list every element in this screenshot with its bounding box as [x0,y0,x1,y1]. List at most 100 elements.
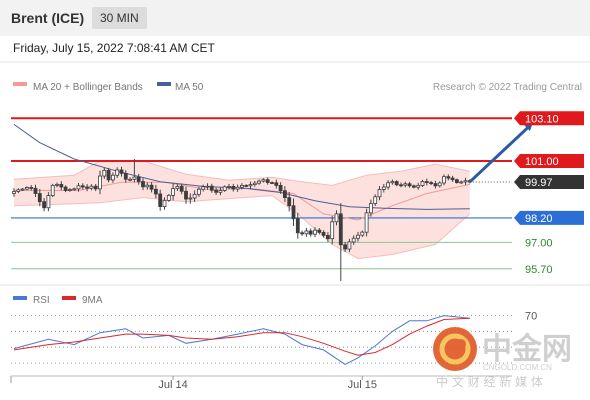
rsi-ma-line [13,317,470,356]
ma20-line [14,181,470,221]
candle [399,184,403,187]
candle [278,184,283,192]
candle [282,190,287,198]
candle [411,185,416,188]
watermark-ring-icon [439,333,471,365]
candle [222,186,227,191]
candle [239,184,244,188]
candle [72,188,77,191]
x-tick-label: Jul 14 [158,379,187,391]
rsi-legend-label: RSI [33,295,50,306]
rsi-tick-label: 70 [525,311,537,323]
candle [338,213,343,246]
candle [343,244,348,250]
datetime-label: Friday, July 15, 2022 7:08:41 AM CET [13,41,215,55]
candle [356,234,360,239]
candle [351,237,356,243]
candle [403,183,408,186]
candle [347,241,352,250]
candle [162,200,167,207]
level-badge [514,154,584,168]
candle [287,197,292,207]
level-label: 95.70 [525,264,553,276]
candle [321,231,326,236]
ma20-legend-label: MA 20 + Bollinger Bands [33,82,143,93]
candle [231,186,236,190]
candle [89,185,94,189]
candle [196,188,201,195]
candle [12,191,16,194]
candle [390,181,395,184]
candle [420,181,425,186]
ma50-legend-label: MA 50 [175,82,204,93]
candle [136,176,141,182]
timeframe-button[interactable]: 30 MIN [92,7,147,29]
candle [42,201,46,209]
candle [29,187,34,189]
candle [227,186,231,188]
candle [261,179,266,182]
x-tick-label: Jul 15 [348,379,377,391]
candle [46,195,51,209]
level-label: 98.20 [525,213,553,225]
level-label: 97.00 [525,237,553,249]
candle [175,186,180,190]
candle [373,196,378,204]
candle [59,183,64,188]
bollinger-band [14,161,470,259]
rsi-ma-legend-swatch [62,296,76,300]
candle [304,230,309,235]
candle [295,218,300,234]
candle [244,184,249,187]
candle [98,175,102,190]
rsi-legend-swatch [13,296,27,300]
candle [158,193,163,207]
candle [252,182,257,185]
candle [317,229,322,233]
candle [20,188,25,191]
instrument-title: Brent (ICE) [11,10,85,26]
candle [192,193,197,199]
candle [149,184,154,190]
rsi-line [13,315,470,365]
candle [308,230,313,235]
level-label: 101.00 [525,156,559,168]
candle [334,213,339,223]
candle [106,169,111,181]
candle [394,181,399,186]
candle [16,189,21,192]
candle [115,169,120,176]
candle [330,221,335,240]
candle [265,179,270,183]
candle [360,231,365,236]
candle [63,186,68,191]
candle [437,182,442,187]
candle [153,188,158,195]
candle [201,186,206,190]
candle [33,187,38,194]
candle [132,176,137,180]
candle [80,185,85,188]
candle [446,176,451,179]
candle [166,194,171,201]
candle [313,229,317,235]
candle [377,189,382,198]
candle [454,179,459,183]
candle [325,235,330,240]
ma20-legend-swatch [13,82,27,86]
credit-label: Research © 2022 Trading Central [433,82,582,93]
candle [257,180,262,184]
candle [123,173,128,180]
candle [429,182,434,184]
candle [381,186,386,190]
watermark-dot-icon [456,339,466,349]
candle [128,178,133,181]
candle [205,185,210,188]
candle [459,181,464,184]
candle [248,184,253,187]
level-badge [514,210,584,225]
candle [386,182,391,188]
candle [102,169,107,177]
candle [433,183,438,187]
